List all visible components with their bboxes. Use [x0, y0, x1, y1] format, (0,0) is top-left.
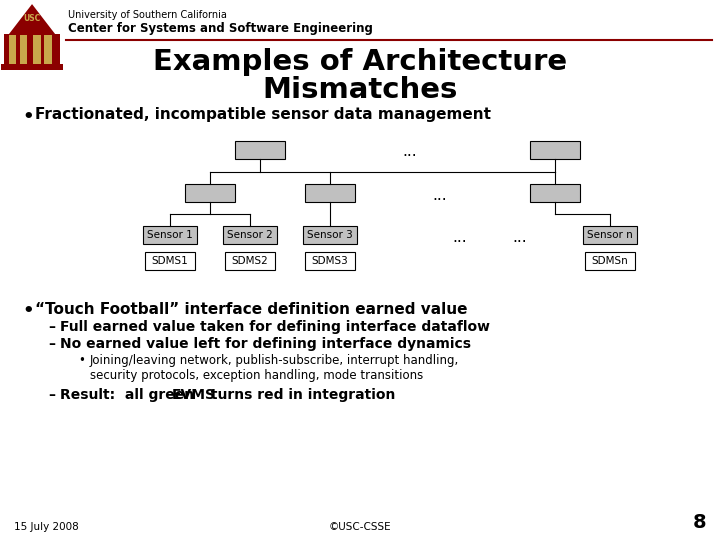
Text: Fractionated, incompatible sensor data management: Fractionated, incompatible sensor data m… — [35, 107, 491, 122]
Text: Full earned value taken for defining interface dataflow: Full earned value taken for defining int… — [60, 320, 490, 334]
Bar — [305, 252, 355, 270]
Bar — [20, 35, 27, 64]
Bar — [45, 35, 52, 64]
Text: turns red in integration: turns red in integration — [206, 388, 395, 402]
Text: SDMS3: SDMS3 — [312, 256, 348, 266]
Text: No earned value left for defining interface dynamics: No earned value left for defining interf… — [60, 337, 471, 351]
Bar — [185, 184, 235, 202]
Text: 15 July 2008: 15 July 2008 — [14, 522, 78, 532]
Text: Sensor 2: Sensor 2 — [227, 230, 273, 240]
Bar — [303, 226, 357, 244]
Text: •: • — [22, 302, 34, 320]
Bar — [4, 33, 60, 66]
Bar — [223, 226, 277, 244]
Bar — [145, 252, 195, 270]
Text: Examples of Architecture: Examples of Architecture — [153, 48, 567, 76]
Bar — [583, 226, 637, 244]
Bar — [9, 35, 16, 64]
Bar — [143, 226, 197, 244]
Text: ...: ... — [513, 230, 527, 245]
Bar — [530, 184, 580, 202]
Text: Sensor n: Sensor n — [587, 230, 633, 240]
Text: Sensor 3: Sensor 3 — [307, 230, 353, 240]
Text: “Touch Football” interface definition earned value: “Touch Football” interface definition ea… — [35, 302, 467, 317]
Text: –: – — [48, 388, 55, 402]
Text: EVMS: EVMS — [172, 388, 216, 402]
Text: –: – — [48, 337, 55, 351]
Text: Sensor 1: Sensor 1 — [147, 230, 193, 240]
Text: ...: ... — [433, 187, 447, 202]
Text: University of Southern California: University of Southern California — [68, 10, 227, 20]
Bar — [530, 141, 580, 159]
Text: Mismatches: Mismatches — [262, 76, 458, 104]
Text: 8: 8 — [693, 513, 706, 532]
Text: SDMS2: SDMS2 — [232, 256, 269, 266]
Text: ...: ... — [402, 145, 418, 159]
Text: Center for Systems and Software Engineering: Center for Systems and Software Engineer… — [68, 22, 373, 35]
Text: –: – — [48, 320, 55, 334]
Bar — [1, 64, 63, 70]
Text: SDMSn: SDMSn — [592, 256, 629, 266]
Text: SDMS1: SDMS1 — [152, 256, 189, 266]
Text: •: • — [22, 108, 34, 126]
Polygon shape — [9, 4, 55, 35]
Text: •: • — [78, 354, 85, 367]
Bar — [235, 141, 285, 159]
Text: Joining/leaving network, publish-subscribe, interrupt handling,
security protoco: Joining/leaving network, publish-subscri… — [90, 354, 459, 382]
Text: ...: ... — [453, 230, 467, 245]
Bar — [585, 252, 635, 270]
Text: ©USC-CSSE: ©USC-CSSE — [329, 522, 391, 532]
Bar — [225, 252, 275, 270]
Text: USC: USC — [24, 14, 40, 23]
Bar — [305, 184, 355, 202]
Bar — [33, 35, 40, 64]
Text: Result:  all green: Result: all green — [60, 388, 199, 402]
